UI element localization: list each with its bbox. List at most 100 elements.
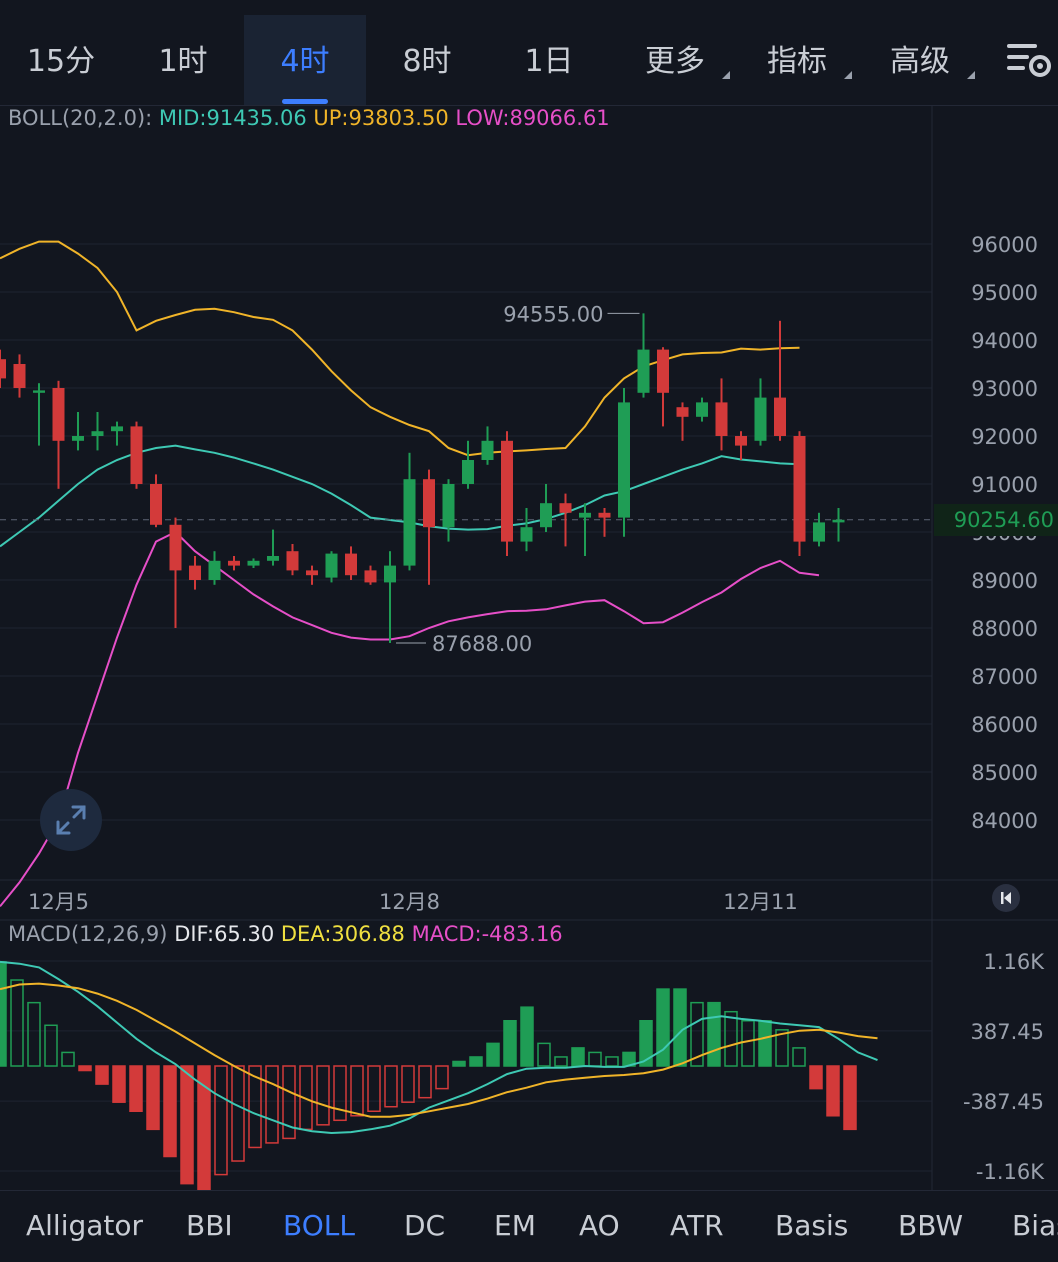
macd-histogram-bar [758, 1020, 772, 1067]
macd-histogram-bar [486, 1042, 500, 1067]
chart-settings-icon[interactable] [1004, 40, 1052, 80]
boll-low: LOW:89066.61 [455, 106, 610, 130]
macd-histogram-bar [95, 1065, 109, 1085]
macd-histogram-bar [843, 1065, 857, 1131]
candle-body [676, 407, 689, 417]
scroll-to-latest-button[interactable] [992, 884, 1020, 912]
timeframe-tabs: 15分 1时 4时 8时 1日 更多 指标 高级 [0, 0, 1058, 106]
macd-dif: DIF:65.30 [174, 922, 275, 946]
indicator-ao[interactable]: AO [579, 1209, 620, 1242]
tab-indicators[interactable]: 指标 [752, 15, 852, 105]
indicator-dc[interactable]: DC [404, 1209, 446, 1242]
candle-body [228, 560, 240, 566]
candle-body [696, 402, 708, 417]
macd-histogram-bar [27, 1001, 41, 1067]
candle-body [169, 524, 182, 571]
macd-histogram-bar [10, 979, 24, 1067]
candle-body [325, 553, 338, 578]
macd-histogram-bar [503, 1020, 517, 1067]
macd-legend[interactable]: MACD(12,26,9) DIF:65.30 DEA:306.88 MACD:… [8, 922, 563, 946]
expand-chart-button[interactable] [40, 789, 102, 851]
candle-body [462, 460, 474, 484]
indicator-bbi[interactable]: BBI [186, 1209, 233, 1242]
price-tick-label: 87000 [971, 665, 1038, 689]
boll-upper-line [0, 240, 800, 457]
candlesticks [0, 313, 845, 643]
tab-1d[interactable]: 1日 [524, 44, 574, 79]
macd-histogram-bar [707, 1001, 721, 1067]
indicator-em[interactable]: EM [494, 1209, 536, 1242]
price-axis: 9600095000940009300092000910009000089000… [971, 233, 1038, 833]
macd-name: MACD(12,26,9) [8, 922, 168, 946]
date-tick-label: 12月8 [379, 890, 440, 914]
tab-15m[interactable]: 15分 [26, 44, 96, 79]
candle-body [540, 503, 552, 528]
expand-icon [56, 805, 86, 835]
macd-histogram-bar [469, 1056, 483, 1067]
macd-histogram-bar [656, 988, 670, 1067]
macd-histogram-bar [605, 1056, 619, 1067]
candle-body [735, 436, 747, 446]
candle-body [306, 570, 318, 576]
macd-histogram-bar [571, 1047, 585, 1067]
candle-body [33, 390, 45, 393]
tab-8h[interactable]: 8时 [402, 44, 452, 79]
candle-body [286, 551, 299, 571]
tab-advanced[interactable]: 高级 [875, 15, 975, 105]
candle-body [267, 556, 279, 561]
tab-4h[interactable]: 4时 [244, 15, 366, 105]
boll-lower-line [0, 530, 820, 908]
candle-body [247, 560, 260, 566]
candle-body [520, 527, 533, 542]
boll-mid-line [0, 444, 800, 548]
macd-tick-label: 387.45 [971, 1020, 1044, 1044]
macd-histogram-bar [741, 1020, 755, 1067]
tab-more[interactable]: 更多 [630, 15, 730, 105]
candle-body [813, 522, 825, 542]
indicator-bbw[interactable]: BBW [898, 1209, 964, 1242]
indicator-atr[interactable]: ATR [670, 1209, 724, 1242]
candle-body [345, 553, 357, 576]
macd-histogram-bar [418, 1065, 432, 1099]
indicator-alligator[interactable]: Alligator [26, 1209, 144, 1242]
tab-1h[interactable]: 1时 [158, 44, 208, 79]
macd-histogram-bar [265, 1065, 279, 1144]
price-tick-label: 95000 [971, 281, 1038, 305]
indicator-bar: Alligator BBI BOLL DC EM AO ATR Basis BB… [0, 1190, 1058, 1262]
indicator-boll[interactable]: BOLL [283, 1209, 355, 1242]
indicator-basis[interactable]: Basis [775, 1209, 849, 1242]
macd-value: MACD:-483.16 [411, 922, 563, 946]
candle-body [598, 512, 611, 518]
indicator-bias[interactable]: Bias [1012, 1209, 1058, 1242]
macd-histogram-bar [163, 1065, 177, 1158]
candle-body [618, 402, 630, 518]
price-tick-label: 88000 [971, 617, 1038, 641]
candle-body [481, 440, 494, 460]
dropdown-triangle-icon [967, 71, 975, 79]
price-tick-label: 89000 [971, 569, 1038, 593]
macd-histogram-bar [673, 988, 687, 1067]
macd-histogram-bar [435, 1065, 449, 1090]
candle-body [501, 440, 513, 542]
candle-body [579, 512, 591, 518]
date-axis: 12月5 12月8 12月11 [28, 890, 798, 914]
candle-body [91, 431, 104, 436]
dropdown-triangle-icon [722, 71, 730, 79]
candle-body [559, 503, 572, 513]
macd-histogram-bar [350, 1065, 364, 1117]
macd-tick-label: -1.16K [976, 1160, 1045, 1184]
boll-legend[interactable]: BOLL(20,2.0): MID:91435.06 UP:93803.50 L… [8, 106, 610, 130]
macd-histogram-bar [554, 1056, 568, 1067]
macd-histogram-bar [809, 1065, 823, 1090]
boll-up: UP:93803.50 [313, 106, 449, 130]
candle-body [0, 359, 6, 379]
candle-body [130, 426, 143, 484]
macd-histogram-bar [333, 1065, 347, 1122]
active-tab-indicator [282, 99, 328, 104]
macd-histogram-bar [248, 1065, 262, 1149]
dropdown-triangle-icon [844, 71, 852, 79]
candle-body [774, 397, 786, 436]
candle-body [150, 484, 162, 525]
candle-body [13, 364, 26, 388]
